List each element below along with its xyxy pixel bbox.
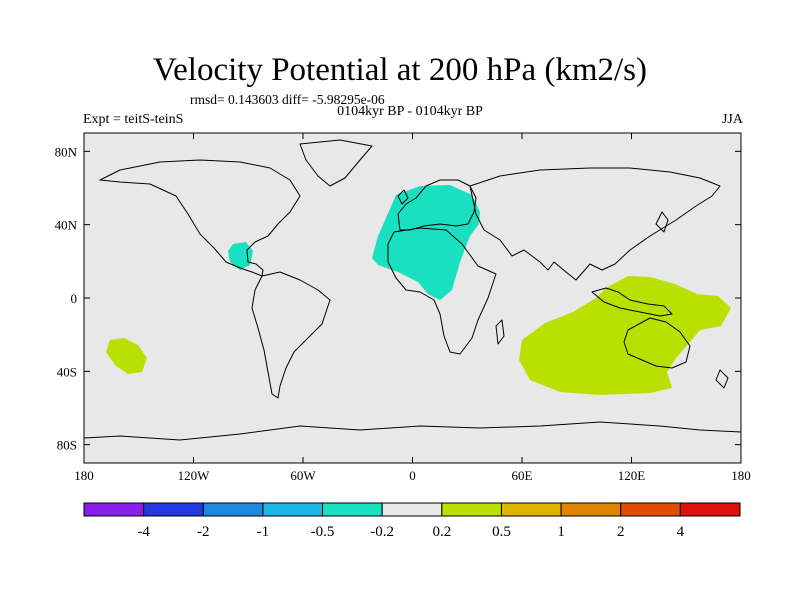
- coastline-asia: [469, 167, 721, 281]
- coastline-indonesia: [591, 287, 673, 317]
- lat-tick-label: 40N: [55, 218, 78, 233]
- anomaly-region-south-pacific: [106, 338, 147, 374]
- colorbar-swatch: [441, 502, 502, 517]
- colorbar-swatch: [322, 502, 383, 517]
- coastline-greenland: [299, 139, 373, 187]
- coastline-antarctica: [84, 421, 741, 441]
- lon-tick-label: 180: [74, 468, 94, 483]
- coastline-north-america: [99, 159, 301, 277]
- experiment-label: Expt = teitS-teinS: [83, 112, 184, 127]
- stats-text: rmsd= 0.143603 diff= -5.98295e-06: [190, 92, 385, 107]
- colorbar-swatch: [620, 502, 681, 517]
- colorbar-swatch: [202, 502, 264, 517]
- colorbar: -4 -2 -1 -0.5 -0.2 0.2 0.5 1 2 4: [83, 502, 741, 540]
- lat-tick-label: 80S: [57, 438, 77, 453]
- colorbar-label: 0.5: [492, 524, 511, 540]
- coastlines: [84, 139, 741, 441]
- colorbar-label: 4: [677, 524, 685, 540]
- coastline-british-isles: [397, 189, 409, 205]
- lon-tick-label: 120E: [618, 468, 646, 483]
- longitude-axis: 180 120W 60W 0 60E 120E 180: [74, 133, 751, 483]
- lon-tick-label: 180: [731, 468, 751, 483]
- lat-tick-label: 40S: [57, 364, 77, 379]
- colorbar-label: -0.5: [311, 524, 335, 540]
- anomaly-region-maritime-continent-australia: [519, 276, 731, 395]
- coastline-new-zealand: [715, 369, 729, 389]
- map-content: [84, 139, 741, 441]
- coastline-australia: [623, 317, 691, 369]
- lon-tick-label: 120W: [178, 468, 211, 483]
- lon-tick-label: 0: [409, 468, 416, 483]
- lon-tick-label: 60E: [512, 468, 533, 483]
- colorbar-swatch: [83, 502, 145, 517]
- colorbar-swatch: [381, 502, 443, 517]
- lat-tick-label: 0: [71, 291, 78, 306]
- lat-tick-label: 80N: [55, 144, 78, 159]
- latitude-axis: 80N 40N 0 40S 80S: [55, 144, 741, 453]
- colorbar-swatch: [500, 502, 562, 517]
- colorbar-swatch: [143, 502, 204, 517]
- season-label: JJA: [721, 112, 743, 127]
- coastline-europe: [397, 179, 477, 231]
- colorbar-label: 0.2: [432, 524, 451, 540]
- chart-title: Velocity Potential at 200 hPa (km2/s): [152, 52, 648, 88]
- coastline-madagascar: [495, 319, 505, 345]
- lon-tick-label: 60W: [290, 468, 316, 483]
- colorbar-label: 1: [557, 524, 565, 540]
- coastline-japan: [655, 211, 669, 233]
- colorbar-label: -1: [257, 524, 270, 540]
- coastline-africa: [387, 227, 497, 355]
- subtitle: 0104kyr BP - 0104kyr BP: [337, 104, 483, 119]
- coastline-south-america: [251, 271, 331, 399]
- anomaly-region-central-america: [228, 242, 253, 270]
- anomaly-region-north-africa-europe: [372, 185, 480, 300]
- colorbar-label: 2: [617, 524, 625, 540]
- colorbar-swatch: [560, 502, 622, 517]
- colorbar-swatch: [262, 502, 324, 517]
- colorbar-label: -2: [197, 524, 210, 540]
- colorbar-label: -4: [137, 524, 150, 540]
- colorbar-label: -0.2: [370, 524, 394, 540]
- colorbar-swatch: [679, 502, 741, 517]
